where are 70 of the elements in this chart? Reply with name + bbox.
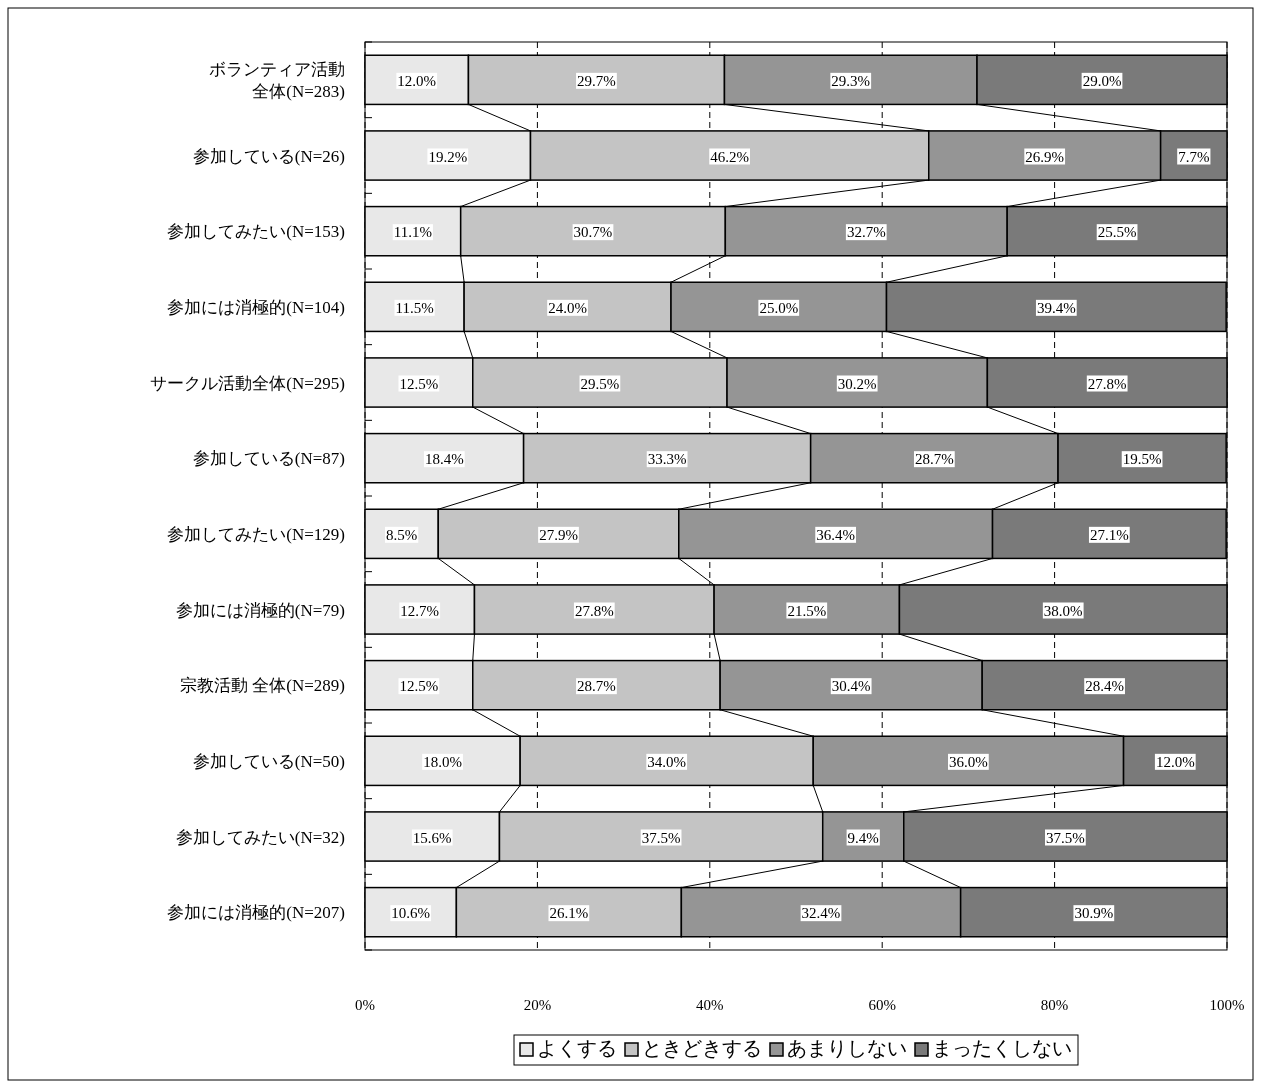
- legend-label: よくする: [537, 1037, 617, 1059]
- data-label: 19.2%: [428, 148, 468, 165]
- data-label: 9.4%: [847, 829, 879, 846]
- data-label: 11.1%: [393, 224, 432, 241]
- data-label: 27.1%: [1089, 526, 1129, 543]
- data-label: 25.0%: [759, 299, 799, 316]
- data-label: 11.5%: [395, 299, 434, 316]
- data-label: 33.3%: [647, 451, 687, 468]
- data-label: 32.7%: [846, 224, 886, 241]
- y-tick-label: 参加には消極的(N=207): [167, 903, 345, 923]
- data-label: 29.5%: [580, 375, 620, 392]
- data-label: 30.2%: [837, 375, 877, 392]
- data-label: 12.5%: [399, 375, 439, 392]
- data-label: 38.0%: [1043, 602, 1083, 619]
- y-tick-label: 参加してみたい(N=32): [175, 827, 345, 847]
- data-label: 36.4%: [816, 526, 856, 543]
- data-label: 26.1%: [549, 905, 589, 922]
- data-label: 29.7%: [577, 72, 616, 89]
- data-label: 27.9%: [539, 526, 578, 543]
- data-label: 19.5%: [1122, 451, 1162, 468]
- y-tick-label: 参加している(N=26): [192, 146, 345, 166]
- data-label: 8.5%: [386, 526, 418, 543]
- x-tick-label: 80%: [1040, 997, 1069, 1013]
- data-label: 12.0%: [397, 72, 437, 89]
- legend-label: まったくしない: [932, 1037, 1072, 1059]
- data-label: 34.0%: [647, 753, 687, 770]
- data-label: 28.7%: [577, 678, 616, 695]
- data-label: 28.7%: [914, 451, 954, 468]
- data-label: 21.5%: [787, 602, 827, 619]
- data-label: 24.0%: [548, 299, 587, 316]
- data-label: 30.4%: [831, 678, 871, 695]
- data-label: 27.8%: [574, 602, 614, 619]
- x-tick-label: 40%: [696, 997, 724, 1013]
- y-tick-label: 参加してみたい(N=129): [167, 524, 345, 544]
- y-tick-label: 参加には消極的(N=104): [167, 297, 345, 317]
- data-label: 28.4%: [1085, 678, 1124, 695]
- data-label: 26.9%: [1025, 148, 1065, 165]
- data-label: 29.0%: [1082, 72, 1122, 89]
- y-tick-label: 参加している(N=87): [192, 449, 345, 469]
- data-label: 12.7%: [400, 602, 440, 619]
- data-label: 30.9%: [1074, 905, 1114, 922]
- data-label: 10.6%: [391, 905, 431, 922]
- data-label: 46.2%: [710, 148, 749, 165]
- data-label: 12.5%: [399, 678, 439, 695]
- y-tick-label: ボランティア活動全体(N=283): [209, 59, 345, 101]
- data-label: 36.0%: [949, 753, 988, 770]
- data-label: 32.4%: [801, 905, 841, 922]
- data-label: 18.4%: [424, 451, 464, 468]
- data-label: 30.7%: [573, 224, 613, 241]
- y-tick-label: サークル活動全体(N=295): [150, 373, 345, 393]
- y-tick-label: 参加している(N=50): [192, 751, 345, 771]
- data-label: 29.3%: [831, 72, 871, 89]
- data-label: 18.0%: [423, 753, 462, 770]
- data-label: 37.5%: [641, 829, 681, 846]
- y-tick-label: 宗教活動 全体(N=289): [180, 676, 345, 696]
- data-label: 39.4%: [1036, 299, 1076, 316]
- x-tick-label: 0%: [355, 997, 375, 1013]
- data-label: 27.8%: [1087, 375, 1127, 392]
- data-label: 7.7%: [1178, 148, 1210, 165]
- legend-label: ときどきする: [642, 1037, 762, 1059]
- y-tick-label: 参加してみたい(N=153): [167, 222, 345, 242]
- x-tick-label: 60%: [868, 997, 896, 1013]
- x-tick-label: 100%: [1209, 997, 1245, 1013]
- legend-label: あまりしない: [787, 1037, 907, 1059]
- x-tick-label: 20%: [523, 997, 552, 1013]
- data-label: 12.0%: [1155, 753, 1195, 770]
- data-label: 37.5%: [1046, 829, 1085, 846]
- data-label: 15.6%: [412, 829, 452, 846]
- y-tick-label: 参加には消極的(N=79): [175, 600, 345, 620]
- data-label: 25.5%: [1097, 224, 1137, 241]
